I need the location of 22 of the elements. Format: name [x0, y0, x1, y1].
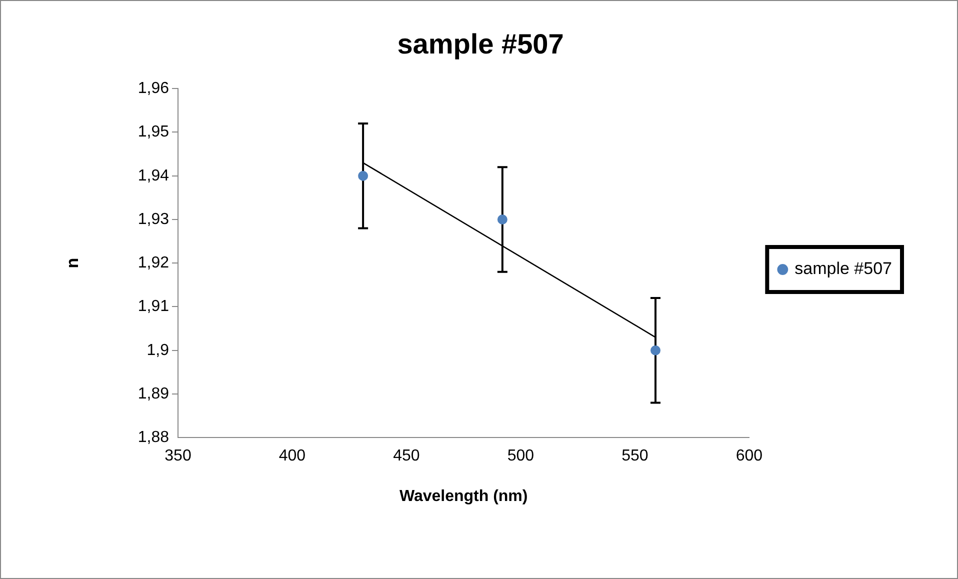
legend-label: sample #507: [794, 259, 892, 278]
y-tick-label: 1,89: [138, 385, 170, 402]
y-tick-label: 1,96: [138, 80, 170, 98]
point: [358, 170, 368, 181]
point: [650, 345, 660, 356]
x-tick-label: 500: [507, 448, 534, 465]
y-tick-label: 1,9: [146, 342, 170, 359]
x-tick-label: 600: [736, 448, 763, 465]
y-tick-label: 1,94: [138, 167, 170, 184]
x-tick-label: 400: [278, 448, 306, 465]
chart-title: sample #507: [397, 28, 564, 60]
y-tick-label: 1,95: [138, 124, 170, 141]
y-tick-label: 1,91: [138, 298, 170, 316]
x-axis-title: Wavelength (nm): [399, 488, 528, 505]
x-tick-label: 450: [393, 448, 420, 465]
y-axis-title: n: [62, 258, 82, 268]
y-tick-label: 1,88: [138, 429, 170, 446]
point: [497, 214, 508, 224]
y-tick-label: 1,92: [138, 254, 170, 272]
y-tick-label: 1,93: [138, 210, 170, 228]
x-tick-label: 550: [622, 448, 648, 465]
x-tick-label: 350: [164, 448, 192, 465]
